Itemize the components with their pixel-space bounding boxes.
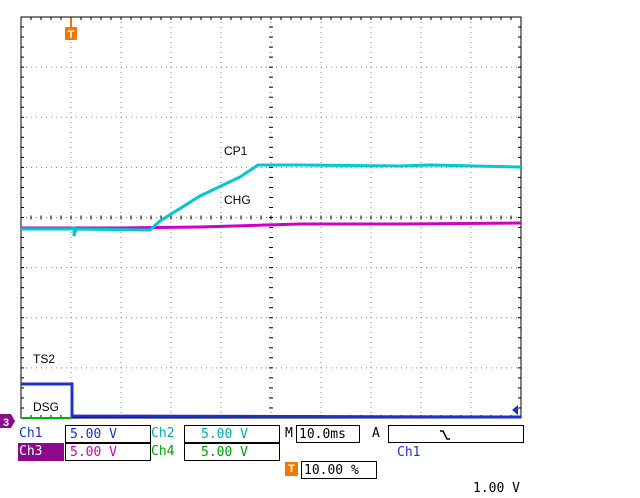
ts2-label: TS2 — [33, 352, 56, 366]
ch3-scale[interactable]: 5.00 V — [65, 443, 151, 461]
ch1-scale[interactable]: 5.00 V — [65, 425, 151, 443]
falling-edge-icon — [440, 430, 450, 440]
ch4-scale[interactable]: 5.00 V — [184, 443, 280, 461]
trigger-readout[interactable]: Ch1 1.00 V — [388, 425, 524, 496]
ch1-name[interactable]: Ch1 — [19, 426, 43, 441]
trigger-mode: A — [372, 426, 380, 441]
ch1-trace-ts2 — [21, 382, 522, 419]
trigger-source: Ch1 — [397, 445, 421, 460]
svg-text:T: T — [68, 29, 75, 41]
timebase-value[interactable]: 10.0ms — [296, 425, 360, 443]
ch3-name[interactable]: Ch3 — [18, 443, 64, 461]
cp1-label: CP1 — [224, 144, 248, 158]
ch3-ground-marker[interactable]: 3 — [0, 414, 15, 429]
trigger-level: 1.00 V — [473, 481, 520, 496]
trigger-level-marker[interactable] — [512, 405, 518, 415]
trigger-position-value[interactable]: 10.00 % — [301, 461, 377, 479]
ch2-trace-cp1 — [21, 163, 522, 237]
chg-label: CHG — [224, 193, 251, 207]
timebase-prefix: M — [285, 426, 293, 441]
oscilloscope-display: T 3 — [0, 16, 522, 429]
ch2-scale[interactable]: 5.00 V — [184, 425, 280, 443]
trigger-position-marker[interactable]: T — [65, 18, 77, 41]
ch4-name[interactable]: Ch4 — [151, 444, 175, 459]
ch2-name[interactable]: Ch2 — [151, 426, 175, 441]
dsg-label: DSG — [33, 400, 60, 414]
svg-text:3: 3 — [3, 417, 9, 429]
trigger-position-icon: T — [285, 462, 298, 476]
graticule-grid — [20, 16, 522, 419]
